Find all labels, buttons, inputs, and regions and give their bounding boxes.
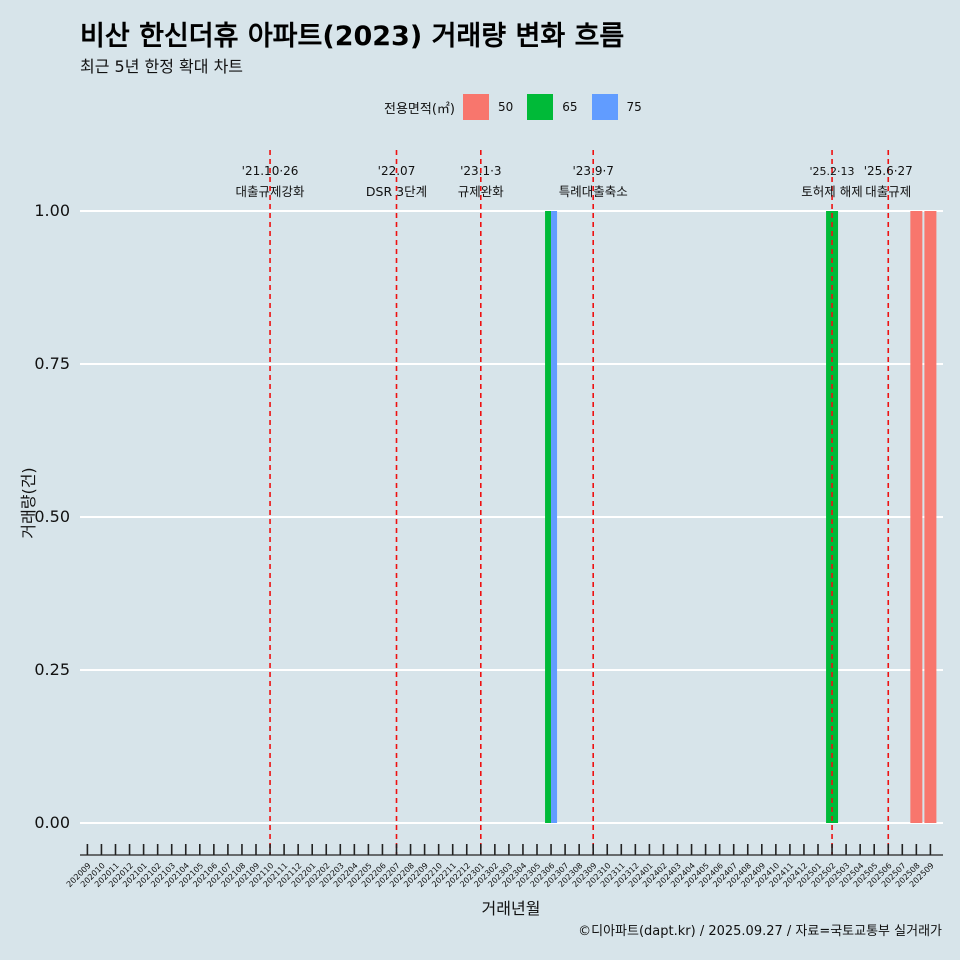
legend-label-75: 75 [626, 100, 642, 114]
caption: ©디아파트(dapt.kr) / 2025.09.27 / 자료=국토교통부 실… [578, 924, 942, 939]
legend-item-50: 50 [462, 94, 514, 120]
legend: 전용면적(㎡) 50 65 75 [384, 93, 656, 121]
annotation-date-2: '23.1·3 [460, 164, 501, 178]
annotation-label-5: 대출규제 [865, 184, 911, 199]
y-tick-label: 1.00 [34, 201, 70, 220]
annotation-label-1: DSR 3단계 [366, 184, 427, 199]
annotation-label-2: 규제완화 [458, 184, 505, 199]
legend-swatch-75 [591, 94, 618, 120]
legend-item-75: 75 [591, 94, 642, 120]
annotation-date-1: '22.07 [378, 164, 416, 178]
bar-75-202306 [551, 211, 558, 823]
y-tick-label: 0.75 [34, 354, 70, 373]
chart-title: 비산 한신더휴 아파트(2023) 거래량 변화 흐름 [80, 21, 625, 52]
bar-65-202306 [545, 211, 552, 823]
legend-swatch-50 [462, 94, 489, 120]
legend-label-50: 50 [497, 100, 514, 114]
y-tick-label: 0.00 [34, 813, 70, 832]
y-axis-title: 거래량(건) [19, 467, 38, 538]
annotation-date-4: '25.2·13 [810, 165, 855, 178]
annotation-date-3: '23.9·7 [572, 164, 613, 178]
annotation-date-5: '25.6·27 [864, 164, 913, 178]
chart-subtitle: 최근 5년 한정 확대 차트 [80, 57, 244, 76]
annotation-date-0: '21.10·26 [242, 164, 299, 178]
x-axis-title: 거래년월 [482, 899, 541, 918]
annotation-label-4: 토허제 해제 [801, 184, 862, 199]
bar-50-202508 [910, 211, 923, 823]
legend-item-65: 65 [527, 94, 578, 120]
bar-65-202502 [826, 211, 839, 823]
legend-label-65: 65 [562, 100, 578, 114]
y-tick-label: 0.50 [34, 507, 70, 526]
bar-50-202509 [924, 211, 937, 823]
y-tick-label: 0.25 [34, 660, 70, 679]
legend-swatch-65 [527, 94, 554, 120]
annotation-label-3: 특례대출축소 [559, 184, 628, 199]
annotation-label-0: 대출규제강화 [236, 184, 306, 199]
legend-title: 전용면적(㎡) [384, 101, 455, 117]
